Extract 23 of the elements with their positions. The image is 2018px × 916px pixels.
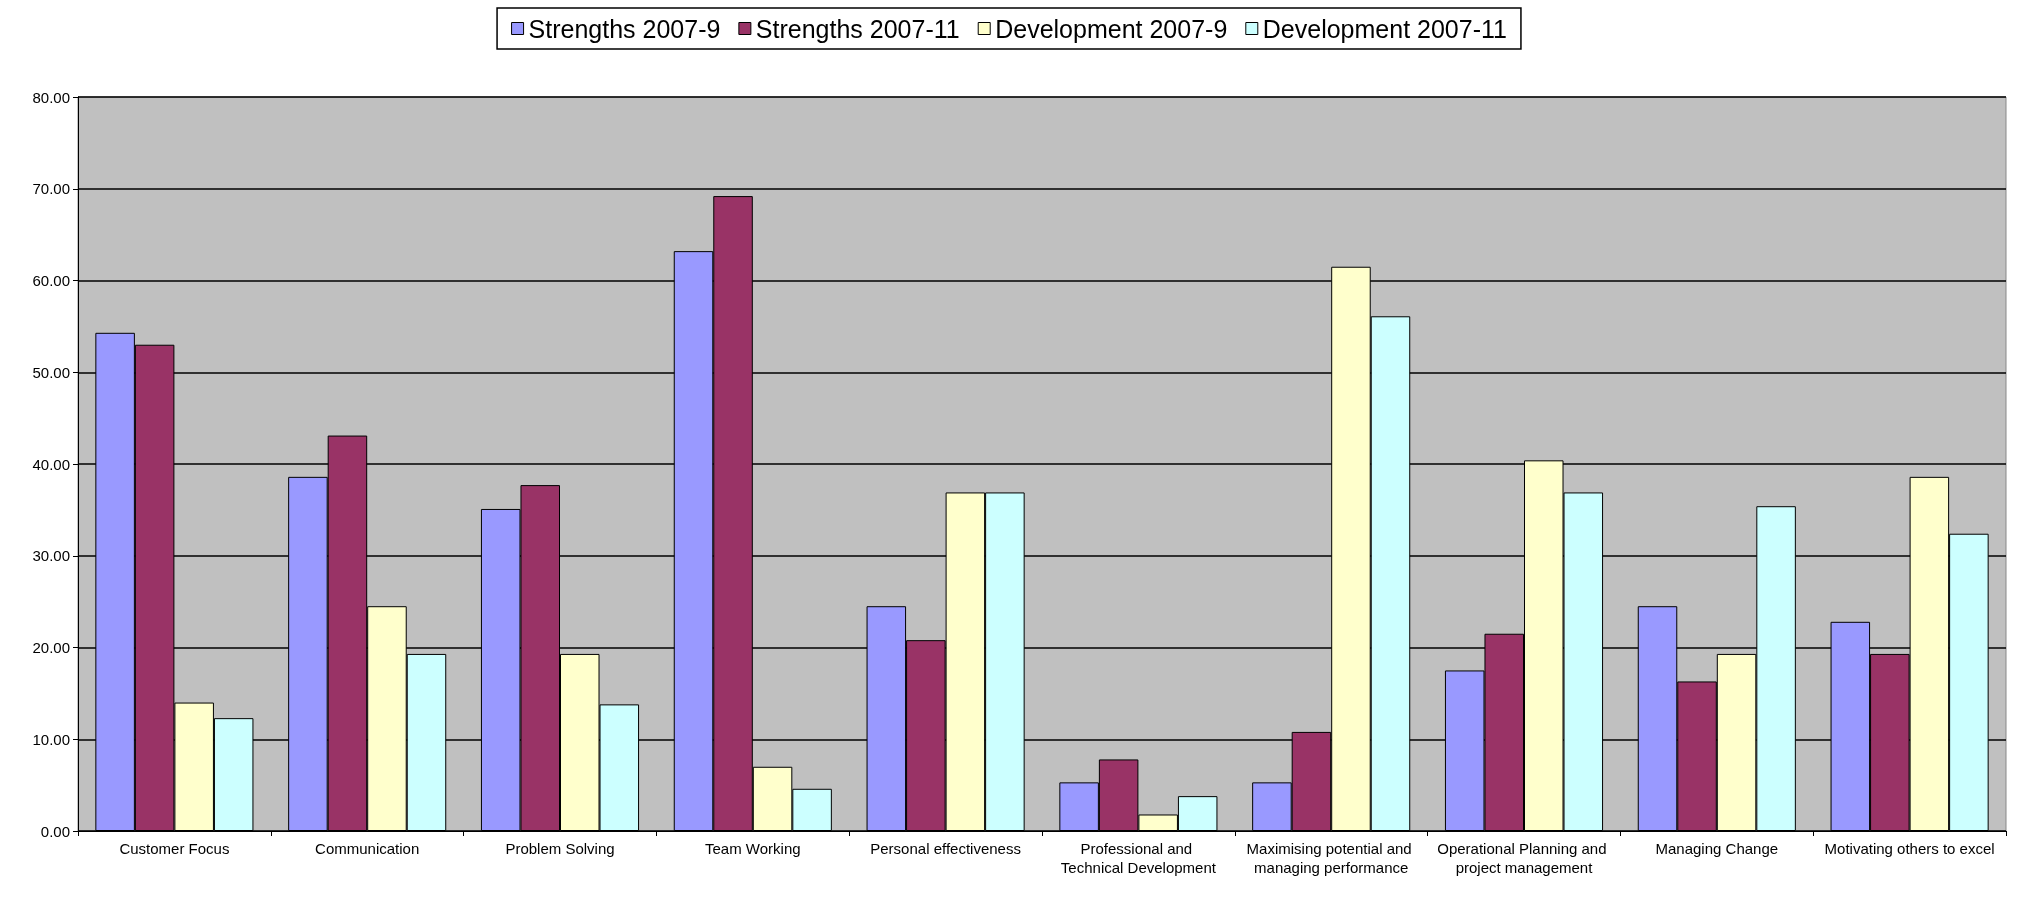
legend-label: Development 2007-9 xyxy=(995,14,1228,43)
y-tick-label: 30.00 xyxy=(32,547,70,565)
x-tick-label: Personal effectiveness xyxy=(870,840,1021,857)
y-tick-label: 50.00 xyxy=(32,363,70,381)
x-tick-label: Team Working xyxy=(705,840,801,857)
y-tick-label: 60.00 xyxy=(32,272,70,289)
y-tick-label: 80.00 xyxy=(32,88,70,106)
y-tick-label: 70.00 xyxy=(32,180,70,198)
y-tick-label: 20.00 xyxy=(32,639,70,656)
x-tick-label: Operational Planning and project management xyxy=(1437,840,1611,876)
x-tick-label: Professional and Technical Development xyxy=(1060,840,1217,876)
y-tick-label: 40.00 xyxy=(32,455,70,473)
x-tick-label: Managing Change xyxy=(1655,840,1779,857)
x-tick-label: Motivating others to excel xyxy=(1824,840,1995,857)
x-tick-label: Problem Solving xyxy=(505,840,615,857)
x-tick-label: Maximising potential and managing performance xyxy=(1246,840,1416,876)
y-tick-label: 10.00 xyxy=(32,730,70,748)
legend-label: Strengths 2007-11 xyxy=(755,14,960,43)
legend-label: Strengths 2007-9 xyxy=(528,14,721,43)
x-tick-label: Customer Focus xyxy=(119,840,230,857)
legend-label: Development 2007-11 xyxy=(1262,14,1507,43)
x-tick-label: Communication xyxy=(315,840,420,857)
y-tick-label: 0.00 xyxy=(40,822,70,840)
